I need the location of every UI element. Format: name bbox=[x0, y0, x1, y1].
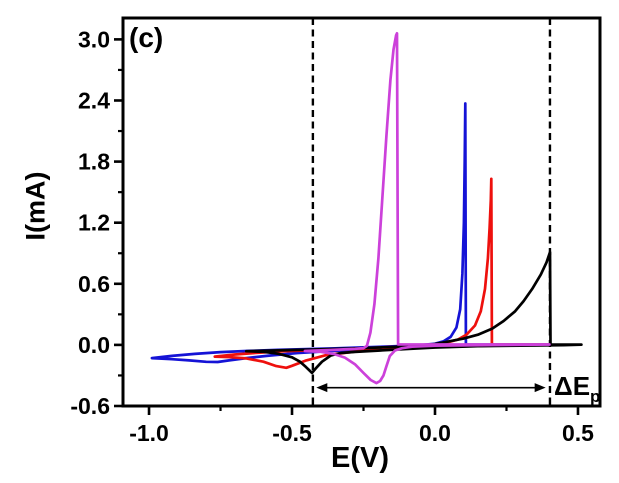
y-tick-label: 2.4 bbox=[78, 87, 110, 113]
peak-separation-label-sub: p bbox=[590, 387, 601, 406]
peak-separation-arrowhead-right bbox=[534, 383, 546, 393]
peak-separation-arrowhead-left bbox=[316, 383, 328, 393]
peak-separation-label: ΔEp bbox=[554, 371, 600, 407]
y-tick-label: 1.2 bbox=[78, 210, 110, 236]
y-axis-label: I(mA) bbox=[20, 171, 51, 241]
plot-frame bbox=[121, 16, 602, 408]
magenta-cv-curve bbox=[303, 31, 551, 385]
x-tick-label: -0.5 bbox=[272, 420, 312, 446]
y-tick-label: -0.6 bbox=[70, 393, 110, 419]
x-tick-label: 0.0 bbox=[419, 420, 451, 446]
x-axis-label: E(V) bbox=[331, 442, 389, 474]
y-tick-label: 0.0 bbox=[78, 332, 110, 358]
y-tick-label: 1.8 bbox=[78, 149, 110, 175]
x-tick-label: -1.0 bbox=[129, 420, 169, 446]
x-tick-label: 0.5 bbox=[562, 420, 594, 446]
y-tick-label: 3.0 bbox=[78, 26, 110, 52]
peak-separation-label-main: ΔE bbox=[554, 371, 591, 401]
black-cv-curve bbox=[244, 250, 583, 375]
y-tick-label: 0.6 bbox=[78, 271, 110, 297]
panel-label: (c) bbox=[129, 22, 164, 53]
